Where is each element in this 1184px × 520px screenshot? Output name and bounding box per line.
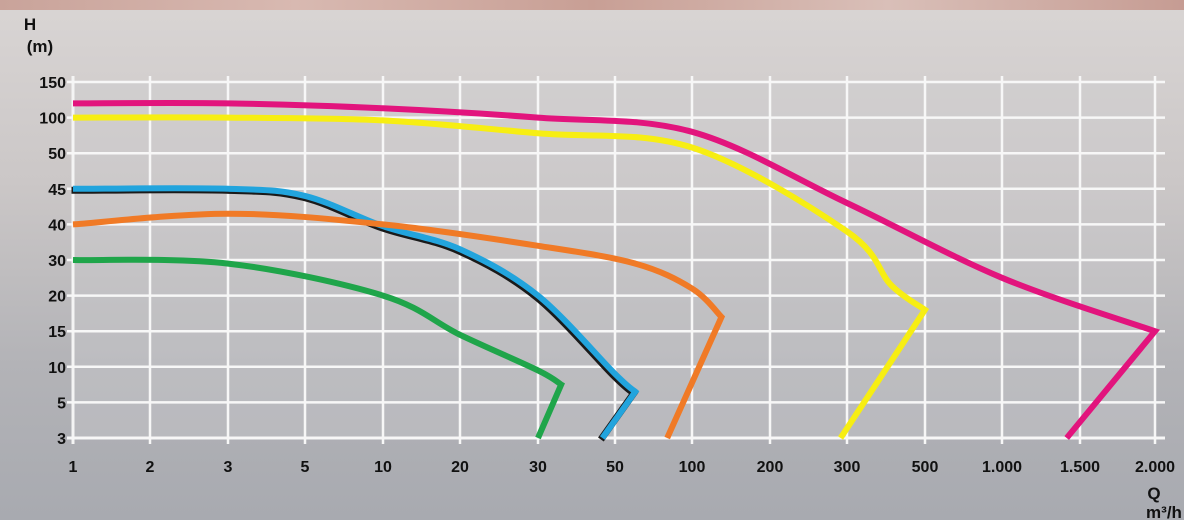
- x-tick-labels: 1 2 3 5 10 20 30 50 100 200 300 500 1.000 1.500 2.000: [69, 459, 1176, 476]
- x-tick-label: 1.000: [982, 459, 1022, 476]
- series-line-5: [72, 256, 565, 440]
- top-decorative-band: [0, 0, 1184, 10]
- y-tick-labels: 150 100 50 45 40 30 20 15 10 5 3: [39, 75, 66, 448]
- series-line-4: [72, 210, 726, 440]
- x-tick-label: 5: [301, 459, 310, 476]
- y-axis-title: H: [24, 15, 36, 34]
- y-axis-unit: (m): [27, 37, 53, 56]
- y-tick-label: 5: [57, 395, 66, 412]
- series-line-2: [72, 114, 930, 440]
- x-tick-label: 20: [451, 459, 469, 476]
- x-tick-label: 2.000: [1135, 459, 1175, 476]
- y-tick-label: 50: [48, 146, 66, 163]
- grid-lines: [67, 76, 1165, 444]
- x-tick-label: 1: [69, 459, 78, 476]
- x-tick-label: 2: [146, 459, 155, 476]
- y-tick-label: 20: [48, 289, 66, 306]
- x-tick-label: 3: [224, 459, 233, 476]
- y-tick-label: 40: [48, 217, 66, 234]
- series-line-1: [72, 100, 1161, 440]
- y-tick-label: 10: [48, 360, 66, 377]
- y-tick-label: 150: [39, 75, 66, 92]
- y-tick-label: 15: [48, 324, 66, 341]
- x-tick-label: 200: [757, 459, 784, 476]
- performance-curves: [71, 100, 1161, 442]
- x-tick-label: 500: [912, 459, 939, 476]
- axis-titles: H (m) Q m³/h: [24, 15, 1182, 520]
- x-tick-label: 50: [606, 459, 624, 476]
- x-tick-label: 30: [529, 459, 547, 476]
- x-tick-label: 100: [679, 459, 706, 476]
- y-tick-label: 30: [48, 253, 66, 270]
- x-tick-label: 300: [834, 459, 861, 476]
- y-tick-label: 45: [48, 182, 66, 199]
- series-line-3: [72, 185, 640, 440]
- y-tick-label: 3: [57, 431, 66, 448]
- x-axis-unit: m³/h: [1146, 503, 1182, 520]
- x-tick-label: 1.500: [1060, 459, 1100, 476]
- x-axis-title: Q: [1147, 484, 1160, 503]
- y-tick-label: 100: [39, 111, 66, 128]
- x-tick-label: 10: [374, 459, 392, 476]
